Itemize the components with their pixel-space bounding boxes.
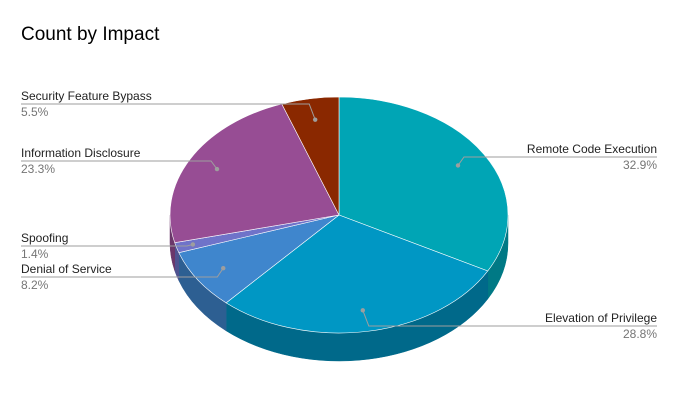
leader-line-elevation-of-privilege — [362, 310, 657, 327]
leader-line-information-disclosure — [21, 160, 218, 170]
label-dot-information-disclosure — [214, 166, 220, 172]
pie-sides — [169, 214, 509, 362]
label-dot-spoofing — [190, 242, 196, 247]
slice-percent-remote-code-execution: 32.9% — [623, 158, 657, 172]
slice-label-elevation-of-privilege: Elevation of Privilege — [545, 311, 657, 325]
slice-percent-security-feature-bypass: 5.5% — [21, 105, 49, 119]
label-dot-elevation-of-privilege — [360, 308, 366, 313]
slice-labels: Remote Code Execution 32.9% Elevation of P… — [21, 89, 657, 341]
slice-percent-spoofing: 1.4% — [21, 247, 49, 261]
slice-label-denial-of-service: Denial of Service — [21, 262, 112, 276]
label-dot-denial-of-service — [221, 266, 226, 271]
slice-label-information-disclosure: Information Disclosure — [21, 146, 141, 160]
pie-slice-remote-code-execution[interactable] — [338, 96, 509, 272]
slice-percent-elevation-of-privilege: 28.8% — [623, 327, 657, 341]
pie-slice-elevation-of-privilege[interactable] — [225, 214, 489, 334]
pie-slice-information-disclosure[interactable] — [169, 103, 340, 244]
chart-title: Count by Impact — [21, 24, 160, 45]
slice-label-spoofing: Spoofing — [21, 231, 68, 245]
slice-percent-information-disclosure: 23.3% — [21, 162, 55, 176]
slice-label-remote-code-execution: Remote Code Execution — [527, 142, 657, 156]
leader-line-security-feature-bypass — [21, 103, 316, 120]
slice-label-security-feature-bypass: Security Feature Bypass — [21, 89, 152, 103]
label-dot-remote-code-execution — [455, 163, 461, 168]
label-dot-security-feature-bypass — [312, 117, 318, 122]
leader-line-remote-code-execution — [457, 156, 657, 166]
slice-percent-denial-of-service: 8.2% — [21, 278, 49, 292]
pie-slice-denial-of-service[interactable] — [178, 214, 340, 304]
pie-slices — [169, 96, 509, 334]
leader-line-denial-of-service — [21, 267, 224, 278]
